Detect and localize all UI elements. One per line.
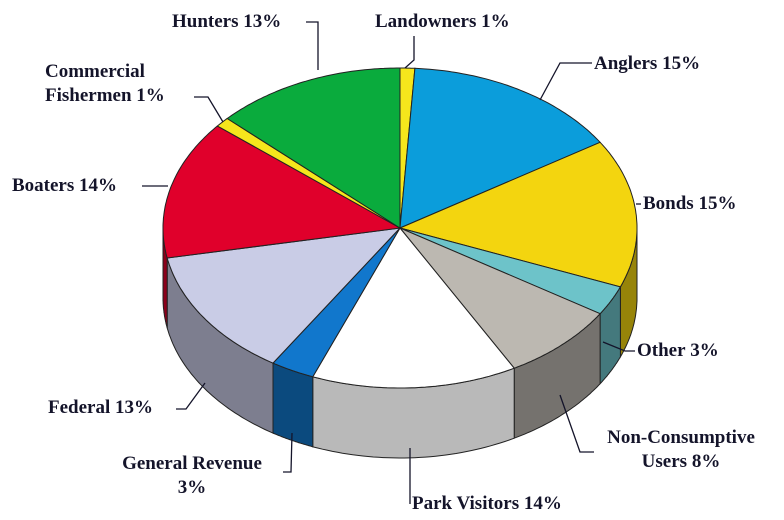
slice-label: Federal 13% [48,396,153,420]
leader-line [559,394,594,453]
slice [398,141,638,288]
slice [312,227,516,389]
slice [399,227,622,315]
slice-label: Park Visitors 14% [412,492,562,516]
value-label: 14% [523,493,562,514]
category-name: Other [637,340,686,361]
slice [399,67,601,229]
value-label: 3% [690,340,719,361]
slice-label: Commercial Fishermen 1% [45,60,195,108]
slice-label: Boaters 14% [12,174,117,198]
value-label: 15% [662,53,701,74]
leader-line [194,96,224,123]
leader-line [539,62,592,101]
category-name: Commercial Fishermen [45,61,145,106]
slice-label: Non-Consumptive Users 8% [586,426,776,474]
slice [272,227,401,378]
slice [162,125,402,259]
leader-line [602,341,635,352]
category-name: Bonds [643,193,694,214]
category-name: General Revenue [122,453,262,474]
category-name: Boaters [12,175,75,196]
value-label: 14% [79,175,118,196]
slice-label: General Revenue 3% [105,452,279,500]
leader-line [306,21,319,70]
leader-line [283,432,293,473]
category-name: Landowners [375,11,477,32]
leader-line [404,36,415,69]
category-name: Park Visitors [412,493,520,514]
value-label: 1% [136,85,165,106]
category-name: Anglers [594,53,658,74]
value-label: 13% [243,11,282,32]
slice [216,117,401,229]
category-name: Non-Consumptive Users [607,427,755,472]
slice [399,227,601,369]
category-name: Federal [48,397,111,418]
value-label: 1% [481,11,510,32]
slice-label: Anglers 15% [594,52,700,76]
value-label: 3% [177,477,207,498]
leader-line [176,382,206,410]
value-label: 15% [698,193,737,214]
slice-label: Other 3% [637,339,719,363]
slice [166,227,402,364]
value-label: 8% [691,451,721,472]
slice-label: Bonds 15% [643,192,736,216]
value-label: 13% [115,397,154,418]
slice-label: Hunters 13% [172,10,281,34]
slice-label: Landowners 1% [375,10,510,34]
category-name: Hunters [172,11,239,32]
slice-side [272,362,314,448]
slice [226,67,401,229]
